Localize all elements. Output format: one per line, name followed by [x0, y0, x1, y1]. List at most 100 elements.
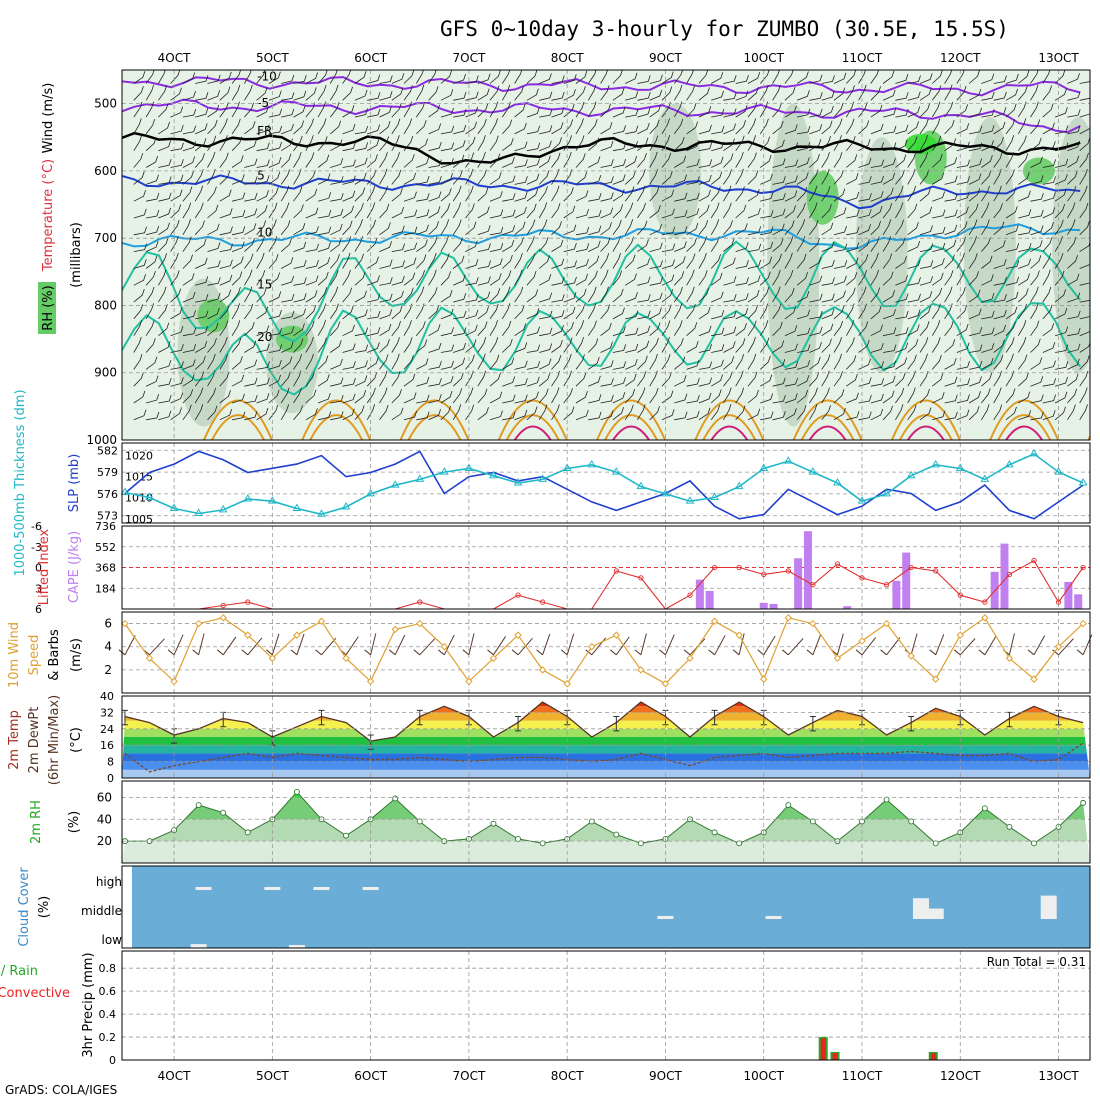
wind-barb	[244, 269, 253, 286]
surface-wind-barb	[487, 636, 506, 656]
precip-legend-convective: Convective	[0, 986, 70, 1001]
bottom-x-tick-label: 5OCT	[256, 1069, 289, 1083]
wind-speed-marker	[293, 631, 301, 639]
wind-barb	[637, 387, 646, 404]
wind-barb	[993, 152, 1003, 168]
temp-tick-label: 0	[107, 772, 114, 785]
wind-barb	[625, 91, 639, 101]
wind-barb	[919, 321, 930, 336]
wind-barb	[981, 327, 995, 337]
wind-barb	[575, 118, 584, 135]
wind-barb	[710, 389, 722, 404]
wind-barb	[944, 175, 958, 185]
wind-barb	[342, 393, 356, 404]
wind-barb	[1079, 185, 1088, 202]
precip-tick-label: 0	[109, 1054, 116, 1067]
wind-barb	[182, 141, 196, 152]
wind-barb	[723, 108, 737, 118]
surface-wind-barb	[192, 633, 205, 656]
wind-barb	[563, 205, 576, 219]
thickness-marker	[1029, 448, 1039, 457]
wind-barb	[649, 74, 663, 84]
wind-barb	[526, 344, 541, 353]
surface-wind-barb	[241, 637, 263, 656]
wind-barb	[207, 186, 217, 202]
wind-barb	[698, 159, 713, 168]
wind-barb	[330, 321, 341, 336]
wind-barb	[256, 252, 265, 269]
wind-barb	[809, 275, 823, 286]
wind-barb	[145, 255, 158, 269]
wind-barb	[133, 243, 147, 252]
wind-barb	[317, 355, 329, 370]
wind-barb	[317, 136, 328, 151]
wind-barb	[195, 340, 208, 353]
wind-barb	[281, 92, 295, 101]
wind-barb	[207, 353, 216, 370]
wind-barb	[833, 152, 843, 168]
wind-barb	[870, 408, 884, 421]
wind-barb	[182, 389, 194, 404]
rh-marker	[343, 832, 350, 839]
wind-barb	[379, 323, 392, 337]
wind-barb	[587, 119, 598, 135]
wind-barb	[833, 275, 847, 286]
rh-marker	[220, 809, 227, 816]
wind-barb	[194, 238, 207, 252]
wind-barb	[907, 259, 921, 269]
wind-barb	[575, 372, 587, 387]
wind-barb	[784, 377, 798, 387]
wind-barb	[194, 355, 206, 370]
wind-barb	[809, 153, 820, 168]
wind-barb	[711, 359, 724, 370]
wind-barb	[1018, 391, 1031, 404]
precip-convective-bar	[832, 1053, 838, 1060]
wind-barb	[686, 176, 700, 185]
wind-barb	[293, 338, 304, 353]
wind-barb	[538, 155, 551, 168]
wind-barb	[833, 353, 842, 370]
wind-barb	[1042, 141, 1056, 152]
wind-barb	[379, 277, 393, 286]
wind-barb	[981, 310, 995, 320]
wind-barb	[956, 104, 968, 118]
wind-barb	[207, 387, 217, 404]
wind-barb	[489, 242, 504, 252]
wind-barb	[428, 360, 442, 370]
wind-barb	[415, 321, 426, 336]
wind-barb	[1042, 176, 1056, 185]
wind-barb	[317, 118, 327, 135]
wind-barb	[145, 174, 159, 185]
wind-barb	[465, 404, 475, 421]
wind-barb	[944, 320, 954, 336]
wind-barb	[895, 202, 904, 219]
temp-band	[122, 696, 1090, 700]
wind-barb	[772, 377, 786, 387]
wind-barb	[674, 136, 685, 151]
wind-barb	[1018, 171, 1030, 185]
wind-barb	[600, 286, 609, 303]
wind-barb	[882, 108, 897, 118]
wind-barb	[391, 118, 401, 135]
wind-barb	[563, 151, 572, 168]
lifted-index-marker	[859, 575, 865, 581]
lifted-index-marker	[736, 564, 742, 571]
wind-barb	[415, 101, 426, 118]
wind-barb	[391, 305, 403, 320]
wind-barb	[1005, 406, 1017, 421]
wind-barb	[895, 404, 904, 421]
wind-barb	[146, 192, 160, 202]
wind-barb	[428, 175, 442, 185]
thickness-marker	[120, 487, 130, 495]
wind-barb	[723, 238, 735, 252]
wind-barb	[440, 308, 454, 320]
wind-barb	[981, 91, 995, 101]
wind-barb	[194, 138, 207, 152]
wind-barb	[1067, 404, 1076, 421]
wind-barb	[502, 357, 515, 370]
wind-barb	[330, 238, 342, 252]
wind-barb	[968, 70, 980, 84]
wind-barb	[231, 337, 242, 353]
wind-barb	[1067, 358, 1080, 370]
wind-barb	[379, 387, 388, 404]
